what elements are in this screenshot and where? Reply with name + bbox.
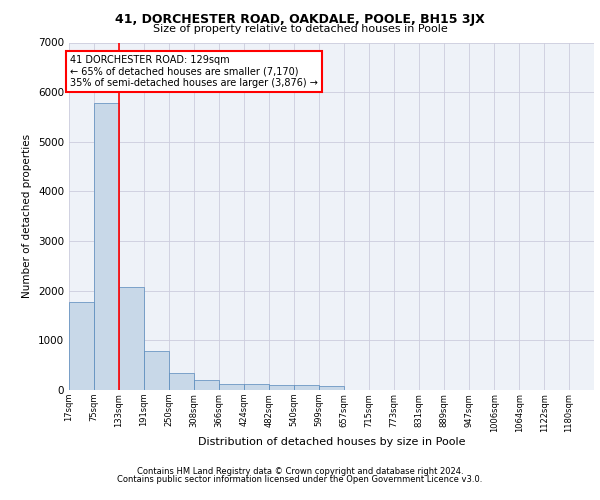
Bar	[194, 380, 219, 390]
Bar	[69, 302, 94, 390]
Bar	[169, 373, 194, 390]
Text: Contains HM Land Registry data © Crown copyright and database right 2024.: Contains HM Land Registry data © Crown c…	[137, 467, 463, 476]
Text: 41 DORCHESTER ROAD: 129sqm
← 65% of detached houses are smaller (7,170)
35% of s: 41 DORCHESTER ROAD: 129sqm ← 65% of deta…	[70, 55, 318, 88]
Bar	[219, 384, 244, 390]
Bar	[294, 384, 319, 390]
Bar	[244, 384, 269, 390]
Bar	[94, 103, 119, 390]
Bar	[269, 384, 294, 390]
Y-axis label: Number of detached properties: Number of detached properties	[22, 134, 32, 298]
Text: Contains public sector information licensed under the Open Government Licence v3: Contains public sector information licen…	[118, 475, 482, 484]
Bar	[144, 351, 169, 390]
Text: Size of property relative to detached houses in Poole: Size of property relative to detached ho…	[152, 24, 448, 34]
Text: 41, DORCHESTER ROAD, OAKDALE, POOLE, BH15 3JX: 41, DORCHESTER ROAD, OAKDALE, POOLE, BH1…	[115, 12, 485, 26]
Bar	[319, 386, 344, 390]
X-axis label: Distribution of detached houses by size in Poole: Distribution of detached houses by size …	[198, 438, 465, 448]
Bar	[119, 286, 144, 390]
